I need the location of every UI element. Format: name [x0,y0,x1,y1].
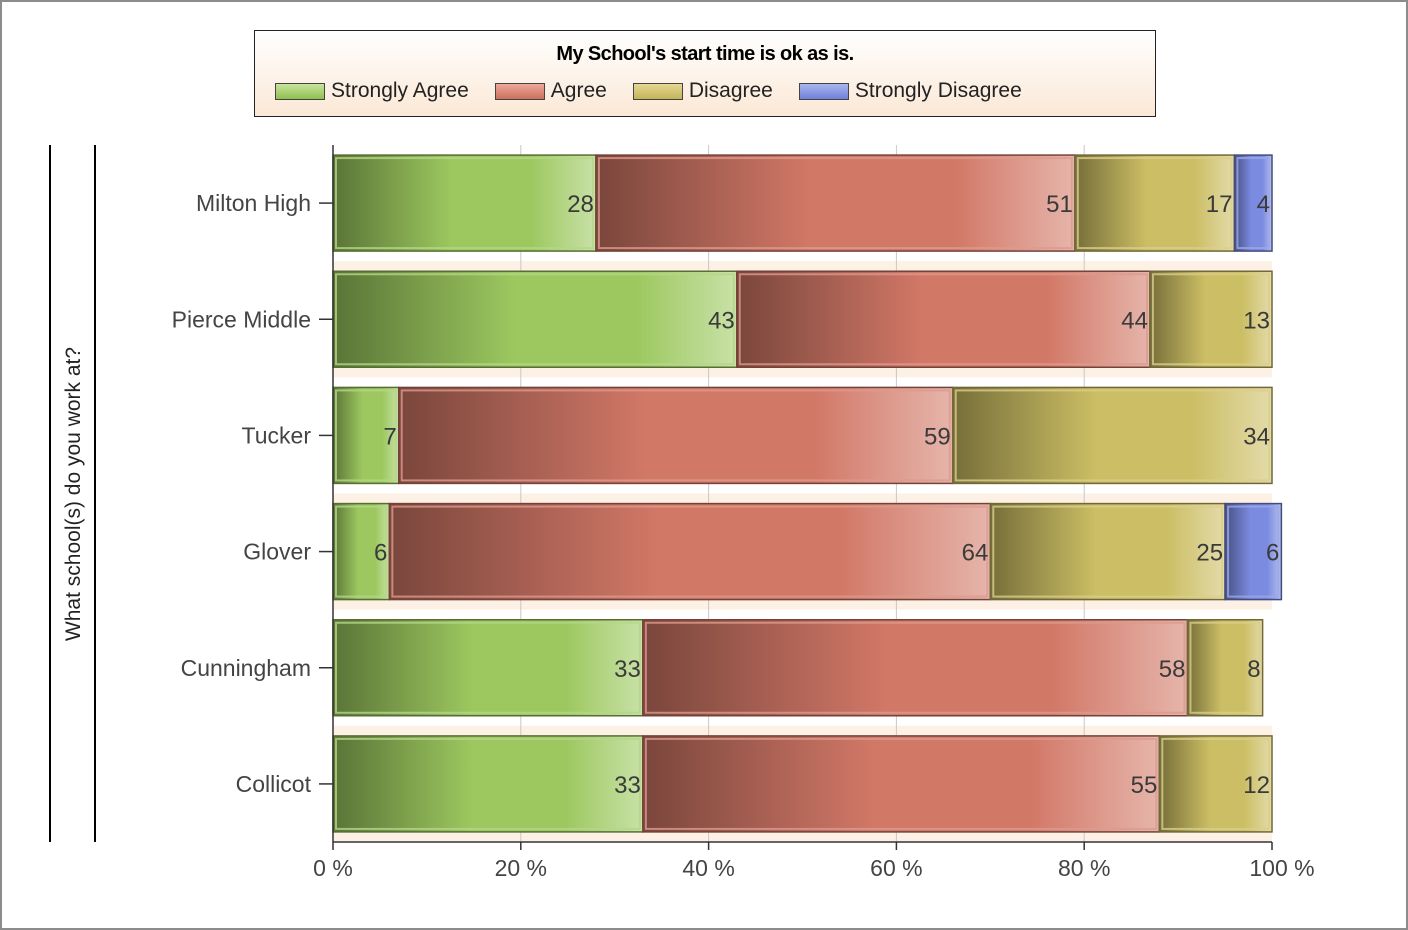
bar-cunningham-disagree [1186,619,1264,717]
bar-highlight [644,621,1186,714]
x-tick-label: 0 % [313,855,353,881]
bar-highlight [1189,621,1261,714]
y-tick-label-glover: Glover [243,539,311,565]
data-label-collicot-agree: 55 [1131,772,1158,799]
data-label-pierce-middle-disagree: 13 [1243,307,1270,334]
data-label-cunningham-disagree: 8 [1247,656,1260,683]
data-label-pierce-middle-agree: 44 [1121,307,1148,334]
data-labels: 28 51 17 4 43 44 13 7 59 34 6 64 25 6 33 58 8 33 55 12 [374,191,1279,799]
data-label-glover-strongly-agree: 6 [374,540,387,567]
data-label-cunningham-agree: 58 [1159,656,1186,683]
y-axis-title: What school(s) do you work at? [62,347,85,641]
y-tick-label-pierce-middle: Pierce Middle [172,306,311,332]
legend-label-strongly-agree: Strongly Agree [331,79,469,102]
chart-title: My School's start time is ok as is. [556,43,854,65]
y-tick-label-tucker: Tucker [242,422,312,448]
data-label-milton-high-agree: 51 [1046,191,1073,218]
bar-tucker-disagree [951,386,1273,485]
bar-highlight [992,505,1224,598]
bar-tucker-strongly-agree [332,386,400,485]
legend-item-strongly-agree: Strongly Agree [275,79,469,103]
x-tick-label: 20 % [495,855,547,881]
bar-highlight [335,273,735,366]
bar-highlight [1076,157,1233,250]
data-label-milton-high-strongly-disagree: 4 [1257,191,1270,218]
legend-item-strongly-disagree: Strongly Disagree [798,79,1022,103]
bar-highlight [335,157,594,250]
bar-highlight [335,505,388,598]
bar-tucker-agree [397,386,954,485]
bar-glover-strongly-disagree [1224,502,1283,601]
y-tick-label-milton-high: Milton High [196,190,311,216]
y-tick-label-collicot: Collicot [236,771,312,797]
y-tick-label-cunningham: Cunningham [181,655,311,681]
bar-glover-strongly-agree [332,502,391,601]
bar-pierce-middle-agree [736,270,1151,368]
legend-label-strongly-disagree: Strongly Disagree [854,79,1022,102]
bar-glover-disagree [989,502,1226,601]
data-label-milton-high-strongly-agree: 28 [567,191,594,218]
data-label-pierce-middle-strongly-agree: 43 [708,307,735,334]
data-label-tucker-strongly-agree: 7 [383,423,396,450]
x-tick-label: 80 % [1058,855,1110,881]
legend-label-disagree: Disagree [688,79,773,102]
bar-pierce-middle-strongly-agree [332,270,738,368]
bar-highlight [1161,737,1270,830]
bar-cunningham-strongly-agree [332,619,644,717]
legend-item-agree: Agree [494,79,607,103]
bar-highlight [335,621,641,714]
legend-label-agree: Agree [550,79,607,102]
bar-milton-high-disagree [1074,154,1236,252]
bar-milton-high-strongly-agree [332,154,597,252]
bar-highlight [335,737,641,830]
bar-collicot-strongly-agree [332,735,644,833]
bar-highlight [391,505,989,598]
x-tick-label: 60 % [870,855,922,881]
data-label-glover-strongly-disagree: 6 [1266,540,1279,567]
bar-cunningham-agree [642,619,1189,717]
bar-highlight [954,389,1270,482]
bar-highlight [1227,505,1280,598]
bar-milton-high-agree [595,154,1076,252]
data-label-collicot-strongly-agree: 33 [614,772,641,799]
data-label-tucker-agree: 59 [924,423,951,450]
bar-milton-high-strongly-disagree [1233,154,1273,252]
legend-swatch-disagree [632,82,683,100]
bar-highlight [597,157,1073,250]
bar-highlight [1236,157,1270,250]
legend: My School's start time is ok as is. Stro… [254,30,1156,117]
x-tick-label: 40 % [682,855,734,881]
data-label-tucker-disagree: 34 [1243,423,1270,450]
gridlines [520,145,1085,842]
data-label-milton-high-disagree: 17 [1206,191,1233,218]
legend-swatch-strongly-disagree [798,82,849,100]
data-label-collicot-disagree: 12 [1243,772,1270,799]
bar-glover-agree [388,502,992,601]
bar-highlight [644,737,1158,830]
legend-swatch-strongly-agree [275,82,325,100]
bar-highlight [400,389,951,482]
bar-highlight [1151,273,1271,366]
bar-highlight [738,273,1148,366]
legend-items: Strongly Agree Agree Disagree Strongly D… [275,79,1048,103]
data-label-cunningham-strongly-agree: 33 [614,656,641,683]
data-label-glover-disagree: 25 [1196,540,1223,567]
bar-pierce-middle-disagree [1149,270,1273,368]
x-tick-label: 100 % [1249,855,1314,881]
legend-item-disagree: Disagree [632,79,773,103]
bar-segments [332,154,1283,833]
data-label-glover-agree: 64 [962,540,989,567]
bar-highlight [335,389,397,482]
axes: Milton High Pierce Middle Tucker Glover Cunn… [49,145,1315,881]
bar-collicot-agree [642,735,1161,833]
legend-swatch-agree [494,82,545,100]
bar-collicot-disagree [1158,735,1273,833]
